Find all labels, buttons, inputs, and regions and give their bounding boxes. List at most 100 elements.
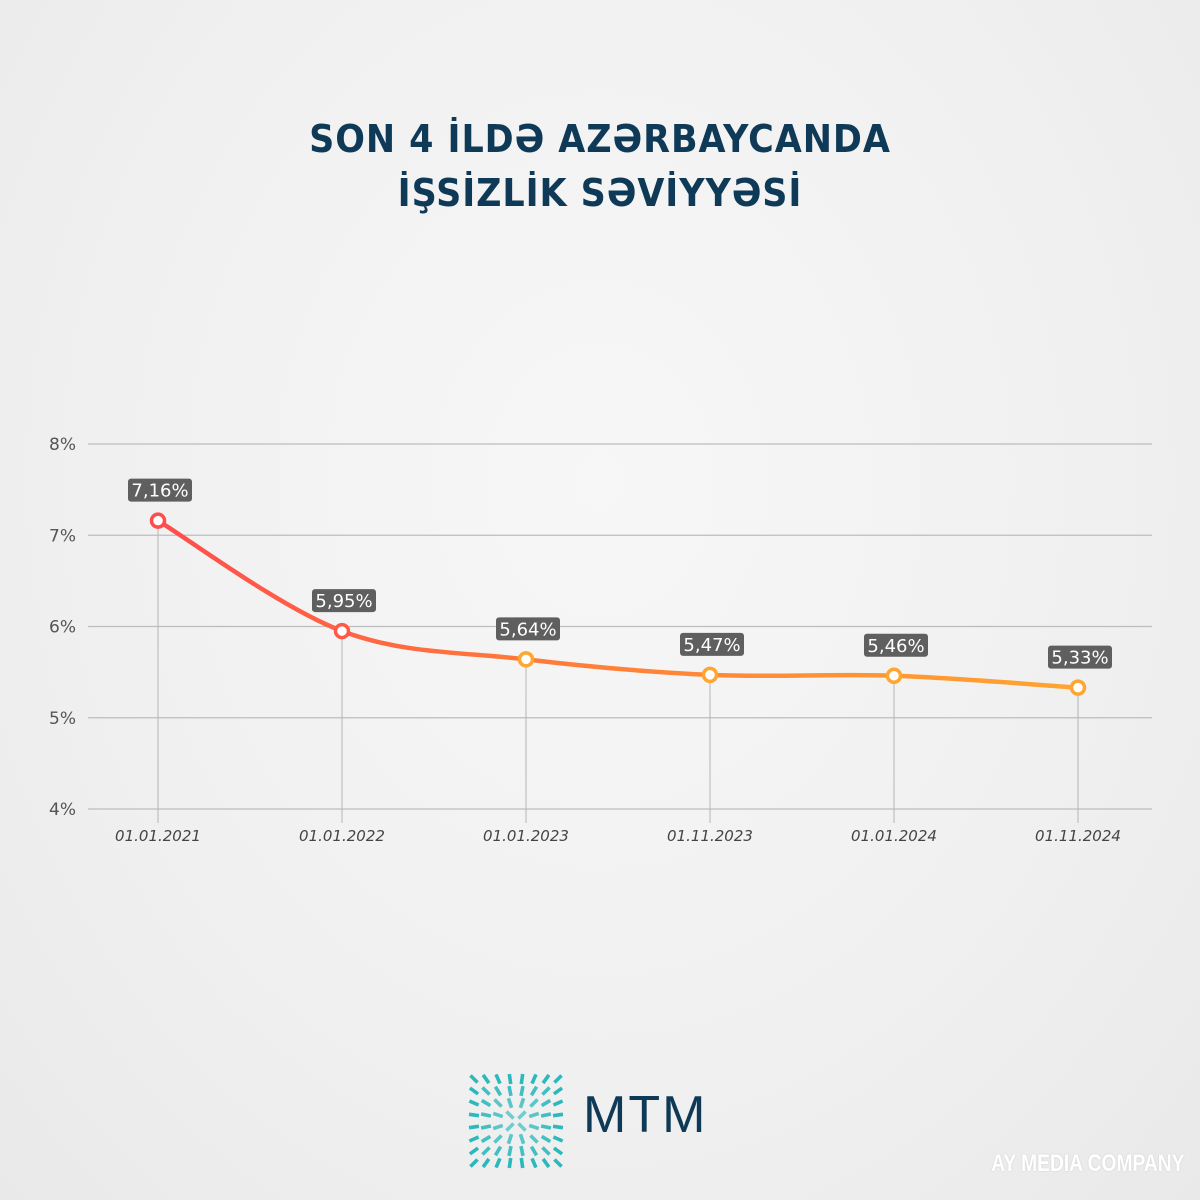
x-tick-label: 01.01.2022	[299, 827, 385, 845]
logo-dash	[519, 1145, 525, 1157]
watermark: AY MEDIA COMPANY	[990, 1150, 1184, 1177]
data-point	[885, 667, 903, 685]
logo-dash	[552, 1135, 564, 1143]
data-label-bg	[864, 633, 928, 657]
logo-dash	[552, 1086, 564, 1096]
data-label-bg	[1048, 645, 1112, 669]
data-point	[149, 512, 167, 529]
logo-dash	[468, 1135, 480, 1143]
logo-dash	[507, 1157, 513, 1169]
logo-dash	[493, 1085, 503, 1097]
logo-dash	[540, 1112, 552, 1118]
data-label: 5,47%	[683, 635, 740, 656]
data-label-bg	[128, 478, 192, 502]
data-point	[1069, 679, 1087, 696]
logo-dash	[505, 1110, 515, 1120]
logo-dash	[481, 1073, 491, 1085]
logo-dash	[468, 1099, 480, 1107]
data-label: 5,95%	[315, 591, 372, 612]
logo-dash	[506, 1133, 514, 1145]
logo-dash	[552, 1112, 564, 1118]
logo-dash	[480, 1098, 492, 1108]
mtm-logo-icon	[468, 1073, 564, 1169]
logo-dash	[552, 1146, 564, 1156]
logo-dash	[469, 1158, 479, 1168]
logo-dash	[528, 1123, 540, 1131]
logo-dash	[494, 1073, 502, 1085]
logo-dash	[507, 1073, 513, 1085]
x-tick-label: 01.01.2021	[115, 827, 201, 845]
logo-dash	[480, 1124, 492, 1130]
logo-dash	[494, 1157, 502, 1169]
logo-dash	[519, 1085, 525, 1097]
logo-dash	[529, 1085, 539, 1097]
logo-dash	[468, 1124, 480, 1130]
data-label-bg	[680, 632, 744, 656]
logo-dash	[529, 1098, 539, 1108]
logo-dash	[519, 1073, 525, 1085]
logo-dash	[480, 1134, 492, 1144]
logo-dash	[530, 1073, 538, 1085]
logo-dash	[469, 1074, 479, 1084]
logo-dash	[540, 1134, 552, 1144]
logo-dash	[518, 1097, 526, 1109]
data-label-bg	[312, 589, 376, 613]
logo-dash	[518, 1133, 526, 1145]
data-label: 5,33%	[1051, 648, 1108, 669]
title-line-1: SON 4 İLDƏ AZƏRBAYCANDA	[309, 117, 891, 161]
logo-dash	[529, 1145, 539, 1157]
logo-dash	[540, 1098, 552, 1108]
logo-dash	[506, 1097, 514, 1109]
logo-dash	[492, 1123, 504, 1131]
data-label-bg	[496, 617, 560, 641]
logo-dash	[468, 1146, 480, 1156]
logo-dash	[541, 1157, 551, 1169]
y-tick-label: 7%	[49, 526, 76, 546]
logo-dash	[519, 1157, 525, 1169]
data-label: 5,46%	[867, 636, 924, 657]
logo-dash	[530, 1157, 538, 1169]
logo-dash	[480, 1112, 492, 1118]
logo-dash	[481, 1146, 491, 1156]
chart-title: SON 4 İLDƏ AZƏRBAYCANDA İŞSİZLİK SƏVİYYƏ…	[0, 112, 1200, 220]
y-tick-label: 8%	[49, 435, 76, 455]
data-label: 5,64%	[499, 619, 556, 640]
data-point	[333, 622, 351, 640]
logo-dash	[552, 1124, 564, 1130]
x-tick-label: 01.11.2024	[1035, 827, 1121, 845]
logo-dash	[507, 1085, 513, 1097]
data-point	[517, 651, 535, 668]
logo-dash	[552, 1099, 564, 1107]
y-tick-label: 4%	[49, 800, 76, 820]
logo-dash	[553, 1158, 563, 1168]
logo-dash	[505, 1122, 515, 1132]
logo-dash	[528, 1111, 540, 1119]
logo-dash	[493, 1145, 503, 1157]
logo-dash	[517, 1122, 527, 1132]
logo-dash	[468, 1112, 480, 1118]
logo-dash	[541, 1073, 551, 1085]
logo-dash	[481, 1086, 491, 1096]
x-tick-label: 01.01.2023	[483, 827, 569, 845]
logo-dash	[481, 1157, 491, 1169]
logo-dash	[553, 1074, 563, 1084]
y-tick-label: 6%	[49, 618, 76, 638]
logo-dash	[492, 1111, 504, 1119]
brand-name: MTM	[583, 1086, 708, 1144]
logo-dash	[540, 1124, 552, 1130]
logo-dash	[493, 1098, 503, 1108]
series-line	[155, 518, 1081, 690]
logo-dash	[507, 1145, 513, 1157]
y-tick-label: 5%	[49, 709, 76, 729]
logo-dash	[468, 1086, 480, 1096]
logo-dash	[541, 1146, 551, 1156]
logo-dash	[529, 1134, 539, 1144]
logo-dash	[517, 1110, 527, 1120]
logo-dash	[493, 1134, 503, 1144]
data-label: 7,16%	[131, 481, 188, 502]
logo-dash	[541, 1086, 551, 1096]
data-point	[701, 666, 719, 684]
x-tick-label: 01.01.2024	[851, 827, 937, 845]
x-tick-label: 01.11.2023	[667, 827, 753, 845]
